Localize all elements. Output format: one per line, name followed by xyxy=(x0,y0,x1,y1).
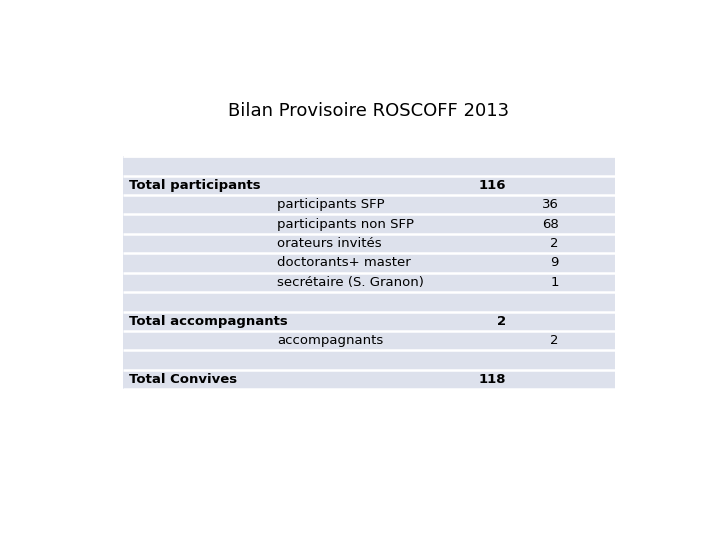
Bar xyxy=(441,253,503,273)
Bar xyxy=(441,370,503,389)
Bar xyxy=(503,195,559,214)
Text: 116: 116 xyxy=(478,179,505,192)
Text: accompagnants: accompagnants xyxy=(277,334,383,347)
Bar xyxy=(274,273,441,292)
Bar xyxy=(559,350,615,370)
Text: 2: 2 xyxy=(550,334,559,347)
Text: 118: 118 xyxy=(478,373,505,386)
Bar xyxy=(503,234,559,253)
Bar xyxy=(503,273,559,292)
Bar xyxy=(503,370,559,389)
Bar xyxy=(441,156,503,176)
Text: 2: 2 xyxy=(550,237,559,250)
Bar xyxy=(441,312,503,331)
Bar xyxy=(559,312,615,331)
Bar xyxy=(274,292,441,312)
Bar xyxy=(559,234,615,253)
Bar xyxy=(503,331,559,350)
Text: orateurs invités: orateurs invités xyxy=(277,237,382,250)
Bar xyxy=(274,156,441,176)
Bar xyxy=(441,176,503,195)
Bar xyxy=(274,331,441,350)
Bar xyxy=(503,176,559,195)
Bar xyxy=(503,214,559,234)
Bar xyxy=(559,214,615,234)
Bar xyxy=(274,350,441,370)
Bar xyxy=(441,331,503,350)
Text: secrétaire (S. Granon): secrétaire (S. Granon) xyxy=(277,276,424,289)
Bar xyxy=(274,234,441,253)
Bar xyxy=(124,253,274,273)
Bar xyxy=(441,214,503,234)
Text: participants non SFP: participants non SFP xyxy=(277,218,414,231)
Bar xyxy=(274,214,441,234)
Bar xyxy=(274,312,441,331)
Text: Total participants: Total participants xyxy=(129,179,261,192)
Bar xyxy=(559,176,615,195)
Bar xyxy=(274,176,441,195)
Bar xyxy=(124,312,274,331)
Bar xyxy=(559,292,615,312)
Text: Bilan Provisoire ROSCOFF 2013: Bilan Provisoire ROSCOFF 2013 xyxy=(228,102,510,120)
Bar xyxy=(124,350,274,370)
Bar xyxy=(503,312,559,331)
Text: 2: 2 xyxy=(497,315,505,328)
Bar xyxy=(274,253,441,273)
Bar xyxy=(124,370,274,389)
Bar xyxy=(503,253,559,273)
Bar xyxy=(124,273,274,292)
Bar xyxy=(559,253,615,273)
Text: 1: 1 xyxy=(550,276,559,289)
Text: Total accompagnants: Total accompagnants xyxy=(129,315,288,328)
Bar xyxy=(441,350,503,370)
Bar xyxy=(124,214,274,234)
Bar xyxy=(124,156,274,176)
Text: 9: 9 xyxy=(550,256,559,269)
Bar xyxy=(274,195,441,214)
Bar xyxy=(124,234,274,253)
Bar xyxy=(559,331,615,350)
Bar xyxy=(441,195,503,214)
Text: 36: 36 xyxy=(542,198,559,211)
Bar xyxy=(441,292,503,312)
Text: participants SFP: participants SFP xyxy=(277,198,384,211)
Bar xyxy=(559,195,615,214)
Bar xyxy=(124,292,274,312)
Bar xyxy=(441,273,503,292)
Bar xyxy=(124,195,274,214)
Bar xyxy=(124,331,274,350)
Text: 68: 68 xyxy=(542,218,559,231)
Bar xyxy=(274,370,441,389)
Bar xyxy=(503,292,559,312)
Bar xyxy=(559,156,615,176)
Text: Total Convives: Total Convives xyxy=(129,373,237,386)
Bar xyxy=(559,370,615,389)
Text: doctorants+ master: doctorants+ master xyxy=(277,256,410,269)
Bar xyxy=(441,234,503,253)
Bar xyxy=(124,176,274,195)
Bar xyxy=(503,350,559,370)
Bar xyxy=(503,156,559,176)
Bar xyxy=(559,273,615,292)
